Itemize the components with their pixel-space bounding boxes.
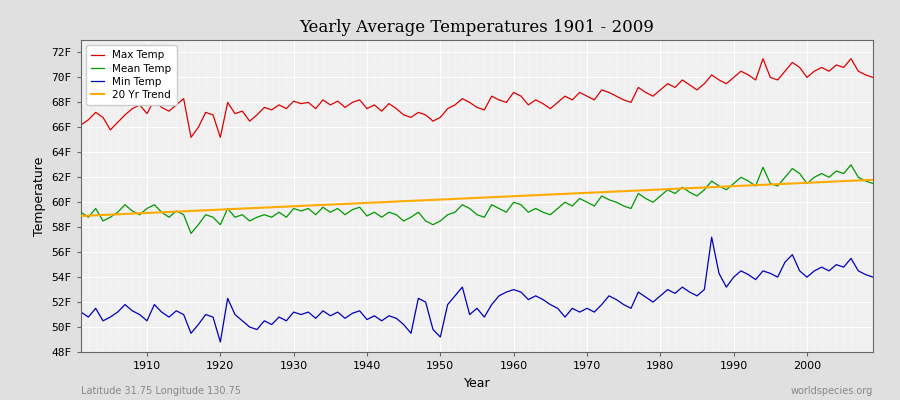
- Line: Min Temp: Min Temp: [81, 237, 873, 342]
- Mean Temp: [76, 210, 86, 215]
- Min Temp: [604, 294, 615, 298]
- Max Temp: [508, 90, 519, 95]
- Min Temp: [346, 311, 357, 316]
- Mean Temp: [604, 197, 615, 202]
- Min Temp: [215, 340, 226, 344]
- Max Temp: [134, 102, 145, 107]
- Mean Temp: [346, 207, 357, 212]
- Mean Temp: [868, 181, 878, 186]
- Mean Temp: [185, 231, 196, 236]
- Mean Temp: [134, 212, 145, 217]
- Max Temp: [346, 100, 357, 105]
- Mean Temp: [508, 200, 519, 205]
- Y-axis label: Temperature: Temperature: [33, 156, 46, 236]
- Max Temp: [185, 135, 196, 140]
- X-axis label: Year: Year: [464, 376, 490, 390]
- Mean Temp: [846, 162, 857, 167]
- Min Temp: [706, 235, 717, 240]
- Min Temp: [303, 310, 314, 314]
- Mean Temp: [516, 202, 526, 207]
- Legend: Max Temp, Mean Temp, Min Temp, 20 Yr Trend: Max Temp, Mean Temp, Min Temp, 20 Yr Tre…: [86, 45, 176, 105]
- Line: Max Temp: Max Temp: [81, 59, 873, 137]
- Min Temp: [516, 290, 526, 294]
- Max Temp: [758, 56, 769, 61]
- Min Temp: [508, 287, 519, 292]
- Text: Latitude 31.75 Longitude 130.75: Latitude 31.75 Longitude 130.75: [81, 386, 241, 396]
- Max Temp: [303, 100, 314, 105]
- Max Temp: [516, 94, 526, 98]
- Line: Mean Temp: Mean Temp: [81, 165, 873, 234]
- Min Temp: [76, 310, 86, 314]
- Mean Temp: [303, 206, 314, 211]
- Text: worldspecies.org: worldspecies.org: [791, 386, 873, 396]
- Min Temp: [868, 275, 878, 280]
- Max Temp: [604, 90, 615, 95]
- Title: Yearly Average Temperatures 1901 - 2009: Yearly Average Temperatures 1901 - 2009: [300, 19, 654, 36]
- Max Temp: [76, 122, 86, 127]
- Max Temp: [868, 75, 878, 80]
- Min Temp: [134, 312, 145, 317]
